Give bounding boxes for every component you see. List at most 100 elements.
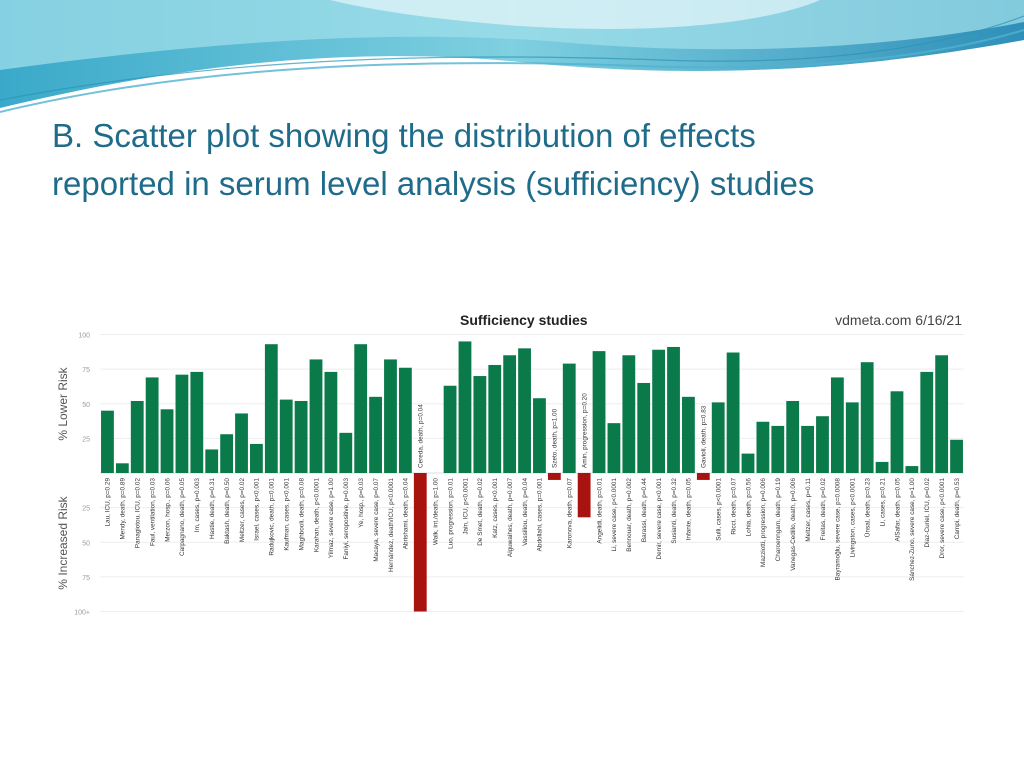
category-label: Amin, progression, p=0.20 [581, 393, 588, 468]
bar [294, 400, 308, 473]
bar [592, 351, 606, 473]
bar [890, 391, 904, 473]
category-label: Demir, severe case, p<0.001 [656, 478, 663, 560]
y-tick-label: 50 [82, 540, 90, 547]
bar [845, 402, 859, 473]
bar [130, 400, 144, 473]
sufficiency-chart: Lau, ICU, p=0.29 Mendy, death, p=0.89 Pana… [52, 306, 974, 616]
bar [667, 346, 680, 473]
bar [279, 399, 293, 473]
category-label: Dror, severe case, p<0.0001 [939, 478, 946, 559]
category-label: Radujkovic, death, p=0.001 [269, 478, 276, 556]
y-axis-label-increased-risk: % Increased Risk [56, 495, 70, 589]
y-tick-label: 25 [82, 436, 90, 443]
chart-source: vdmeta.com 6/16/21 [835, 312, 962, 328]
category-label: Bennouar, death, p=0.002 [626, 478, 633, 552]
category-label: Im, cases, p=0.003 [194, 478, 201, 533]
bar [473, 376, 487, 473]
category-label: Campi, death, p=0.53 [954, 478, 961, 540]
category-label: Alguwaihes, death, p=0.007 [507, 478, 514, 558]
y-tick-label: 75 [82, 367, 90, 374]
header-wave-decoration [0, 0, 1024, 113]
bar [816, 416, 829, 473]
y-tick-label: 50 [82, 402, 90, 409]
category-label: Abdollahi, cases, p=0.001 [537, 478, 544, 552]
bar [413, 473, 427, 612]
category-label: Diaz-Curiel, ICU, p=0.02 [924, 478, 931, 548]
bar [250, 443, 263, 473]
bar [741, 453, 755, 473]
y-tick-label: 75 [82, 575, 90, 582]
category-label: Sánchez-Zuno, severe case, p=1.00 [909, 478, 916, 581]
category-label: Vanegas-Cedillo, death, p=0.006 [790, 478, 797, 571]
category-label: Karonova, death, p=0.07 [567, 478, 574, 549]
category-label: Livingston, cases, p<0.0001 [850, 478, 857, 558]
bar [190, 371, 204, 473]
bar [935, 355, 949, 473]
category-label: Carpagnano, death, p=0.05 [179, 478, 186, 556]
bar [101, 410, 114, 473]
label-layer: Lau, ICU, p=0.29 Mendy, death, p=0.89 Pana… [105, 393, 961, 581]
category-label: Jain, ICU, p<0.0001 [462, 478, 469, 535]
category-label: Yilmaz, severe case, p=1.00 [328, 478, 335, 559]
bar [145, 377, 159, 473]
bar [175, 374, 189, 473]
bar [220, 434, 234, 473]
bar [801, 425, 814, 473]
bar [160, 409, 174, 473]
bar-layer [101, 341, 963, 612]
bar [830, 377, 844, 473]
category-label: Merzon, hosp., p=0.06 [164, 478, 171, 542]
category-label: Vassiliou, death, p=0.04 [522, 478, 529, 546]
category-label: Meltzer, cases, p=0.02 [239, 478, 246, 543]
bar [786, 400, 800, 473]
category-label: Israel, cases, p<0.001 [254, 478, 261, 541]
category-label: Li, severe case, p<0.0001 [611, 478, 618, 552]
bar [771, 425, 785, 473]
bar [443, 385, 457, 473]
bar [503, 355, 517, 473]
bar [875, 461, 889, 473]
bar [235, 413, 248, 473]
bar [577, 473, 591, 518]
category-label: De Smet, death, p=0.02 [477, 478, 484, 546]
chart-title: Sufficiency studies [460, 312, 588, 328]
bar [369, 396, 382, 473]
category-label: Lohia, death, p=0.56 [745, 478, 752, 537]
category-label: Ye, hosp., p=0.03 [358, 478, 365, 528]
category-label: Karahan, death, p<0.0001 [313, 478, 320, 553]
bar [905, 466, 919, 473]
category-label: Cereda, death, p=0.04 [418, 404, 425, 468]
bar [637, 382, 651, 473]
category-label: Lau, ICU, p=0.29 [105, 478, 112, 527]
bar [533, 398, 546, 473]
bar [547, 473, 561, 480]
y-tick-label: 25 [82, 506, 90, 513]
category-label: Sulli, cases, p<0.0001 [716, 478, 723, 541]
category-label: Walk, int./death, p=1.00 [432, 478, 439, 546]
bar [488, 364, 502, 473]
category-label: Angelidi, death, p=0.01 [596, 478, 603, 544]
category-label: Katz, cases, p<0.001 [492, 478, 499, 538]
bar [354, 344, 368, 473]
y-axis-label-lower-risk: % Lower Risk [56, 366, 70, 440]
category-label: Meltzer, cases, p=0.11 [805, 478, 812, 542]
category-label: Maghbooli, death, p=0.08 [298, 478, 305, 551]
category-label: Hernández, death/ICU, p<0.0001 [388, 478, 395, 572]
bar [264, 344, 278, 473]
category-label: Susianti, death, p=0.32 [671, 478, 678, 544]
category-label: Mazziotti, progression, p=0.006 [760, 478, 767, 567]
bar [920, 371, 934, 473]
category-label: Szeto, death, p=1.00 [552, 408, 559, 468]
category-label: Mendy, death, p=0.89 [120, 478, 127, 540]
category-label: Abrishami, death, p=0.04 [403, 478, 410, 550]
category-label: Gavioli, death, p=0.83 [701, 405, 708, 468]
bar [950, 439, 963, 473]
y-tick-label: 100 [78, 333, 90, 340]
category-label: Kaufman, cases, p<0.001 [284, 478, 291, 551]
bar [607, 423, 621, 473]
bar [518, 348, 531, 473]
y-tick-label: 100+ [74, 610, 90, 617]
bar [860, 362, 874, 473]
category-label: Infante, death, p=0.05 [686, 478, 693, 541]
